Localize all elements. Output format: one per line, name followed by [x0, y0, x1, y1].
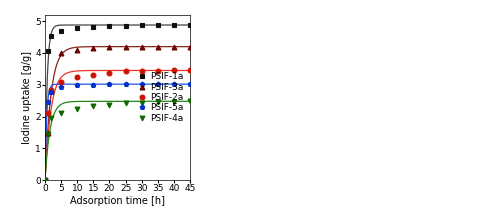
PSIF-1a	[48, 35, 54, 38]
PSIF-5a	[171, 83, 177, 85]
PSIF-3a	[138, 45, 144, 48]
PSIF-1a	[106, 25, 112, 27]
PSIF-4a	[106, 103, 112, 106]
PSIF-4a	[45, 133, 51, 135]
PSIF-3a	[90, 47, 96, 49]
PSIF-2a	[155, 70, 161, 72]
PSIF-5a	[74, 84, 80, 87]
PSIF-2a	[74, 76, 80, 78]
PSIF-1a	[74, 26, 80, 29]
PSIF-4a	[58, 112, 64, 115]
PSIF-4a	[122, 102, 128, 105]
PSIF-5a	[187, 83, 193, 85]
PSIF-2a	[106, 71, 112, 74]
PSIF-4a	[74, 107, 80, 110]
PSIF-2a	[42, 179, 48, 181]
PSIF-3a	[155, 45, 161, 48]
PSIF-5a	[42, 179, 48, 181]
PSIF-2a	[48, 88, 54, 91]
PSIF-1a	[58, 29, 64, 32]
PSIF-3a	[74, 49, 80, 51]
Line: PSIF-3a: PSIF-3a	[42, 44, 192, 183]
PSIF-1a	[187, 24, 193, 26]
PSIF-3a	[58, 52, 64, 54]
Line: PSIF-4a: PSIF-4a	[42, 99, 192, 183]
Y-axis label: Iodine uptake [g/g]: Iodine uptake [g/g]	[22, 51, 32, 144]
PSIF-4a	[42, 179, 48, 181]
PSIF-1a	[42, 179, 48, 181]
PSIF-3a	[106, 46, 112, 49]
PSIF-2a	[122, 70, 128, 73]
Line: PSIF-5a: PSIF-5a	[42, 82, 192, 183]
PSIF-3a	[42, 179, 48, 181]
Line: PSIF-2a: PSIF-2a	[42, 68, 192, 183]
PSIF-2a	[90, 73, 96, 76]
PSIF-5a	[138, 83, 144, 85]
PSIF-3a	[45, 132, 51, 134]
PSIF-5a	[58, 86, 64, 89]
PSIF-5a	[106, 83, 112, 86]
PSIF-1a	[45, 50, 51, 53]
PSIF-2a	[171, 69, 177, 72]
PSIF-1a	[122, 25, 128, 27]
X-axis label: Adsorption time [h]: Adsorption time [h]	[70, 196, 165, 206]
PSIF-5a	[122, 83, 128, 85]
PSIF-3a	[122, 45, 128, 48]
PSIF-4a	[48, 117, 54, 120]
PSIF-4a	[155, 101, 161, 103]
PSIF-5a	[90, 84, 96, 86]
Legend: PSIF-1a, PSIF-3a, PSIF-2a, PSIF-5a, PSIF-4a: PSIF-1a, PSIF-3a, PSIF-2a, PSIF-5a, PSIF…	[135, 71, 186, 124]
PSIF-1a	[138, 24, 144, 27]
PSIF-1a	[171, 24, 177, 26]
PSIF-4a	[90, 105, 96, 108]
PSIF-5a	[48, 91, 54, 93]
PSIF-4a	[187, 100, 193, 103]
PSIF-2a	[187, 69, 193, 72]
PSIF-1a	[155, 24, 161, 27]
PSIF-2a	[58, 80, 64, 83]
PSIF-3a	[187, 45, 193, 48]
PSIF-3a	[171, 45, 177, 48]
PSIF-1a	[90, 26, 96, 28]
PSIF-5a	[155, 83, 161, 85]
PSIF-4a	[171, 100, 177, 103]
Line: PSIF-1a: PSIF-1a	[42, 23, 192, 183]
PSIF-2a	[138, 70, 144, 72]
PSIF-3a	[48, 90, 54, 92]
PSIF-4a	[138, 101, 144, 104]
PSIF-5a	[45, 101, 51, 103]
PSIF-2a	[45, 112, 51, 115]
